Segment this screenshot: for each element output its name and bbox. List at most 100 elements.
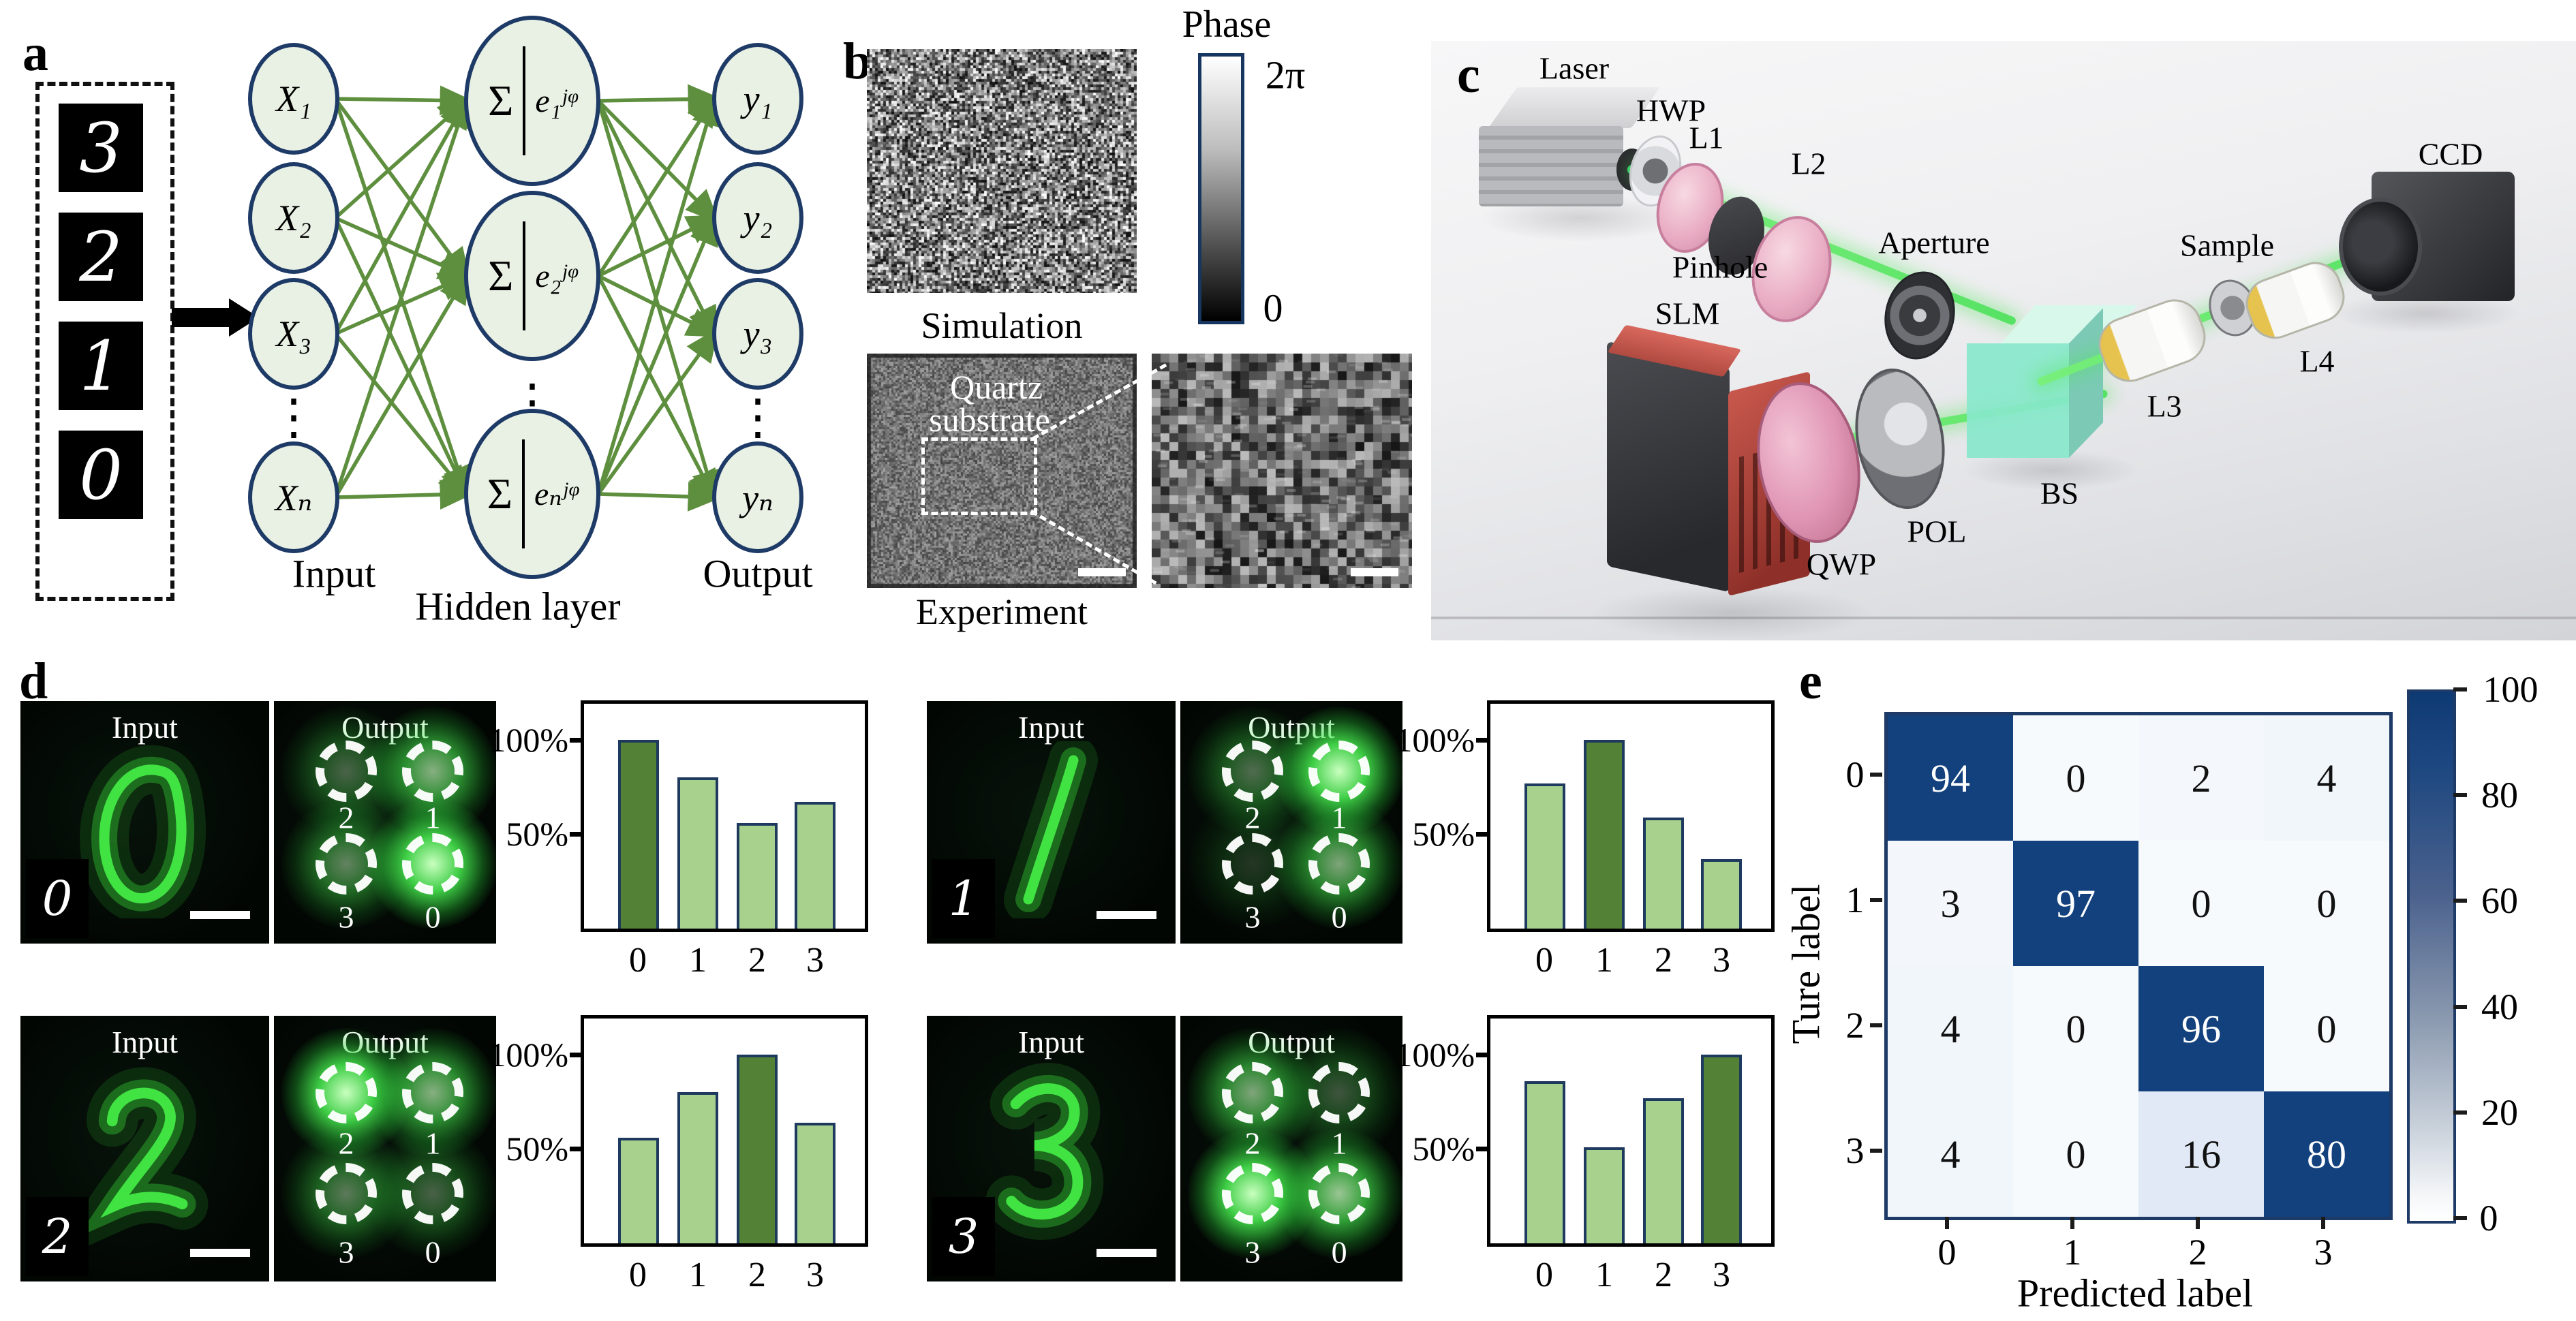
digit-thumbnail: 1	[59, 322, 143, 410]
col-label: 3	[2314, 1231, 2333, 1273]
hidden-node: Σe₁ʲᵠ	[464, 16, 600, 186]
input-image-digit-0: Input 0	[20, 701, 269, 944]
phase-colorbar-max: 2π	[1266, 52, 1305, 98]
colorbar-tick: 100	[2483, 668, 2539, 711]
input-node: X₃	[248, 278, 339, 390]
output-node: y₂	[712, 162, 803, 274]
hidden-node: Σeₙʲᵠ	[464, 409, 600, 579]
simulation-phase-image	[867, 49, 1137, 293]
scale-bar	[1097, 911, 1156, 919]
caption-experiment: Experiment	[916, 591, 1088, 633]
scale-bar	[190, 1249, 250, 1257]
label-pinhole: Pinhole	[1672, 249, 1768, 285]
confusion-colorbar	[2407, 689, 2456, 1224]
cm-cell: 97	[2013, 841, 2138, 966]
cm-cell: 94	[1888, 715, 2013, 841]
detection-circle	[316, 741, 377, 802]
cm-cell: 80	[2264, 1091, 2389, 1217]
cm-cell: 2	[2138, 715, 2264, 841]
row-label: 1	[1846, 879, 1865, 921]
detection-circle	[1308, 1062, 1370, 1123]
label-slm: SLM	[1655, 296, 1720, 332]
confusion-xlabel: Predicted label	[2017, 1271, 2253, 1316]
corner-digit: 2	[26, 1197, 89, 1276]
label-ccd: CCD	[2419, 136, 2483, 172]
confusion-matrix: 94 0 2 4 3 97 0 0 4 0 96 0 4 0 16 80	[1884, 712, 2393, 1220]
detection-circle	[1222, 741, 1283, 802]
label-l1: L1	[1689, 120, 1723, 156]
input-image-digit-3: Input 3	[927, 1016, 1176, 1281]
phase-colorbar-title: Phase	[1182, 3, 1272, 46]
label-laser: Laser	[1539, 50, 1609, 87]
cm-cell: 4	[1888, 1091, 2013, 1217]
label-l3: L3	[2147, 388, 2181, 424]
label-sample: Sample	[2180, 228, 2274, 264]
row-label: 2	[1846, 1004, 1865, 1046]
confusion-ylabel: Ture label	[1783, 884, 1829, 1044]
input-image-digit-2: Input 2	[20, 1016, 269, 1281]
caption-simulation: Simulation	[921, 305, 1082, 347]
colorbar-tick: 80	[2481, 774, 2518, 816]
caption-input: Input	[292, 551, 375, 597]
detection-circle	[1222, 1163, 1283, 1224]
digit-thumbnail: 0	[59, 431, 143, 519]
laser-top-face	[1488, 87, 1660, 128]
input-image-digit-1: Input 1	[927, 701, 1176, 944]
label-pol: POL	[1907, 514, 1967, 550]
cm-cell: 0	[2013, 715, 2138, 841]
detection-circle	[1222, 1062, 1283, 1123]
detection-circle	[316, 1062, 377, 1123]
corner-digit: 3	[932, 1197, 995, 1276]
green-digit-2	[74, 1061, 217, 1252]
slm-front-face	[1607, 341, 1730, 592]
input-arrow	[172, 308, 229, 327]
colorbar-tick: 60	[2481, 880, 2518, 922]
green-digit-0	[77, 741, 213, 918]
output-node: yₙ	[712, 441, 803, 553]
quartz-dashed-box	[921, 437, 1037, 515]
panel-c-label: c	[1457, 49, 1480, 101]
detection-circle	[1222, 833, 1283, 895]
detection-circle	[1308, 833, 1370, 895]
input-node: Xₙ	[248, 441, 339, 553]
row-label: 0	[1846, 753, 1865, 796]
colorbar-tick: 20	[2481, 1091, 2518, 1134]
label-aperture: Aperture	[1878, 225, 1989, 261]
quartz-label-line2: substrate	[929, 400, 1050, 439]
input-node: X₁	[248, 43, 339, 155]
caption-output: Output	[703, 551, 812, 597]
detection-circle	[402, 1062, 463, 1123]
output-node: y₁	[712, 43, 803, 155]
phase-colorbar	[1198, 53, 1244, 324]
green-digit-3	[980, 1061, 1123, 1252]
cm-cell: 0	[2013, 966, 2138, 1091]
experiment-zoom-image	[1152, 354, 1412, 588]
colorbar-tick: 0	[2480, 1197, 2498, 1239]
laser-body	[1479, 126, 1623, 206]
detection-circle	[1308, 741, 1370, 802]
row-label: 3	[1846, 1130, 1865, 1172]
detection-circle	[316, 1163, 377, 1224]
caption-hidden-layer: Hidden layer	[415, 584, 620, 630]
cm-cell: 96	[2138, 966, 2264, 1091]
figure-root: a 3 2 1 0 X₁ X₂ X₃ ⋮ Xₙ Σe₁ʲᵠ Σe₂ʲᵠ ⋮ Σe…	[0, 0, 2576, 1321]
corner-digit: 0	[26, 859, 89, 938]
cm-cell: 0	[2013, 1091, 2138, 1217]
panel-d-label: d	[19, 655, 48, 707]
cm-cell: 3	[1888, 841, 2013, 966]
cm-cell: 0	[2138, 841, 2264, 966]
col-label: 0	[1938, 1231, 1957, 1273]
scale-bar	[190, 911, 250, 919]
detection-circle	[1308, 1163, 1370, 1224]
input-node: X₂	[248, 162, 339, 274]
green-digit-1	[983, 741, 1120, 918]
colorbar-tick: 40	[2481, 986, 2518, 1028]
hidden-node: Σe₂ʲᵠ	[464, 191, 600, 361]
cm-cell: 0	[2264, 841, 2389, 966]
col-label: 2	[2189, 1231, 2207, 1273]
col-label: 1	[2064, 1231, 2082, 1273]
scale-bar	[1078, 568, 1126, 576]
ccd-lens-barrel	[2339, 198, 2422, 296]
cm-cell: 4	[1888, 966, 2013, 1091]
output-node: y₃	[712, 278, 803, 390]
